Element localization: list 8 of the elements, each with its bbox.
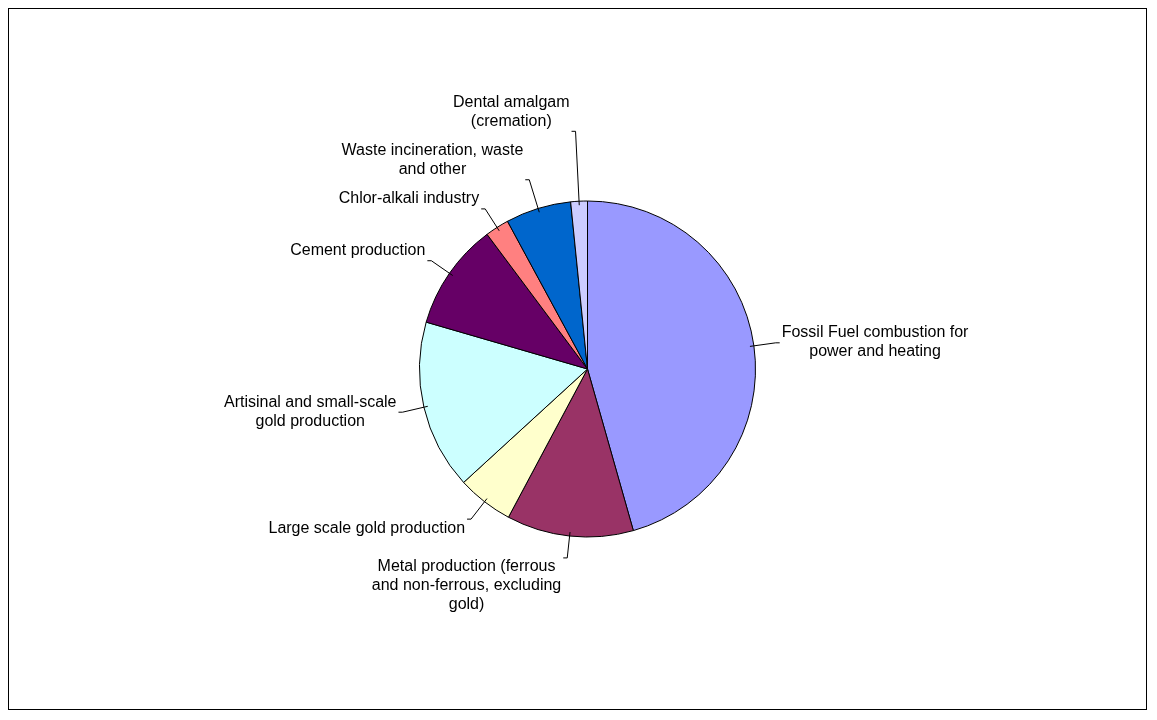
slice-label: Cement production xyxy=(290,241,426,259)
slice-label: Waste incineration, waste and other xyxy=(341,141,524,178)
slice-label: Fossil Fuel combustion for power and heating xyxy=(781,323,970,360)
slice-label: Chlor-alkali industry xyxy=(338,189,480,207)
slice-label: Metal production (ferrous and non-ferrous, excluding gold) xyxy=(371,557,562,613)
slice-label: Artisinal and small-scale gold production xyxy=(223,392,397,429)
slice-label: Dental amalgam (cremation) xyxy=(453,92,570,129)
slice-label: Large scale gold production xyxy=(268,518,466,536)
